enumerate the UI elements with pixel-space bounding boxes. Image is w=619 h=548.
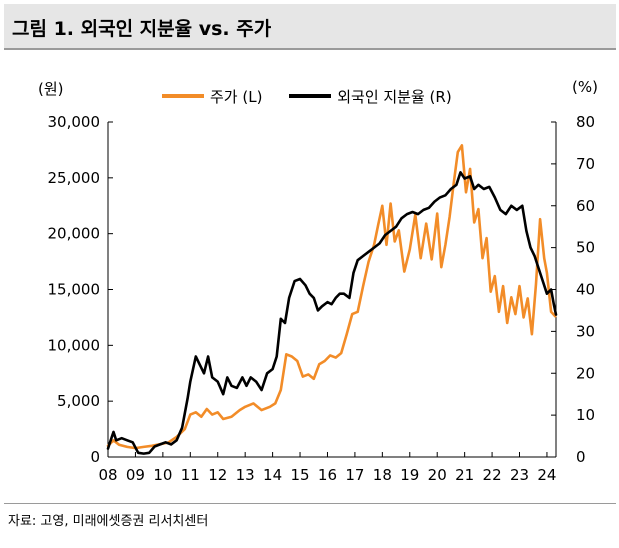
legend-swatch-foreign [289, 94, 332, 98]
left-y-tick-label: 10,000 [48, 336, 101, 354]
x-tick-label: 18 [373, 466, 392, 484]
right-y-tick-label: 80 [576, 113, 595, 131]
right-y-tick-label: 50 [576, 239, 595, 257]
x-tick-label: 19 [400, 466, 419, 484]
x-tick-label: 20 [428, 466, 447, 484]
price-series-line [106, 144, 557, 450]
x-tick-label: 24 [537, 466, 556, 484]
x-tick-label: 16 [318, 466, 337, 484]
x-tick-label: 13 [236, 466, 255, 484]
right-axis-unit: (%) [572, 78, 598, 96]
footer-divider [4, 503, 616, 504]
figure-title-bar: 그림 1. 외국인 지분율 vs. 주가 [4, 4, 616, 50]
left-y-tick-label: 30,000 [48, 113, 101, 131]
x-tick-label: 08 [98, 466, 117, 484]
left-axis-unit: (원) [38, 80, 64, 98]
right-y-tick-label: 0 [576, 448, 586, 466]
right-y-tick-label: 20 [576, 364, 595, 382]
left-y-tick-label: 25,000 [48, 169, 101, 187]
x-tick-label: 09 [126, 466, 145, 484]
x-tick-label: 17 [345, 466, 364, 484]
right-y-tick-label: 40 [576, 281, 595, 299]
right-y-tick-label: 70 [576, 155, 595, 173]
legend-swatch-price [162, 94, 204, 98]
legend-label-price: 주가 (L) [210, 87, 263, 106]
chart-legend: 주가 (L) 외국인 지분율 (R) [162, 84, 474, 107]
source-note: 자료: 고영, 미래에셋증권 리서치센터 [8, 514, 209, 529]
x-tick-label: 22 [483, 466, 502, 484]
left-y-tick-label: 15,000 [48, 281, 101, 299]
left-y-tick-label: 20,000 [48, 225, 101, 243]
left-y-tick-label: 0 [90, 448, 100, 466]
x-tick-label: 14 [263, 466, 282, 484]
legend-item-foreign: 외국인 지분율 (R) [289, 86, 452, 107]
right-y-tick-label: 30 [576, 322, 595, 340]
figure-title: 그림 1. 외국인 지분율 vs. 주가 [12, 18, 272, 40]
x-tick-label: 23 [510, 466, 529, 484]
legend-item-price: 주가 (L) [162, 86, 262, 107]
x-tick-label: 11 [181, 466, 200, 484]
foreign-ownership-series-line [106, 171, 558, 455]
x-tick-label: 15 [290, 466, 309, 484]
left-y-tick-label: 5,000 [57, 392, 100, 410]
x-tick-label: 10 [153, 466, 172, 484]
legend-label-foreign: 외국인 지분율 (R) [337, 87, 452, 106]
right-y-tick-label: 10 [576, 406, 595, 424]
x-tick-label: 12 [208, 466, 227, 484]
right-y-tick-label: 60 [576, 197, 595, 215]
x-tick-label: 21 [455, 466, 474, 484]
